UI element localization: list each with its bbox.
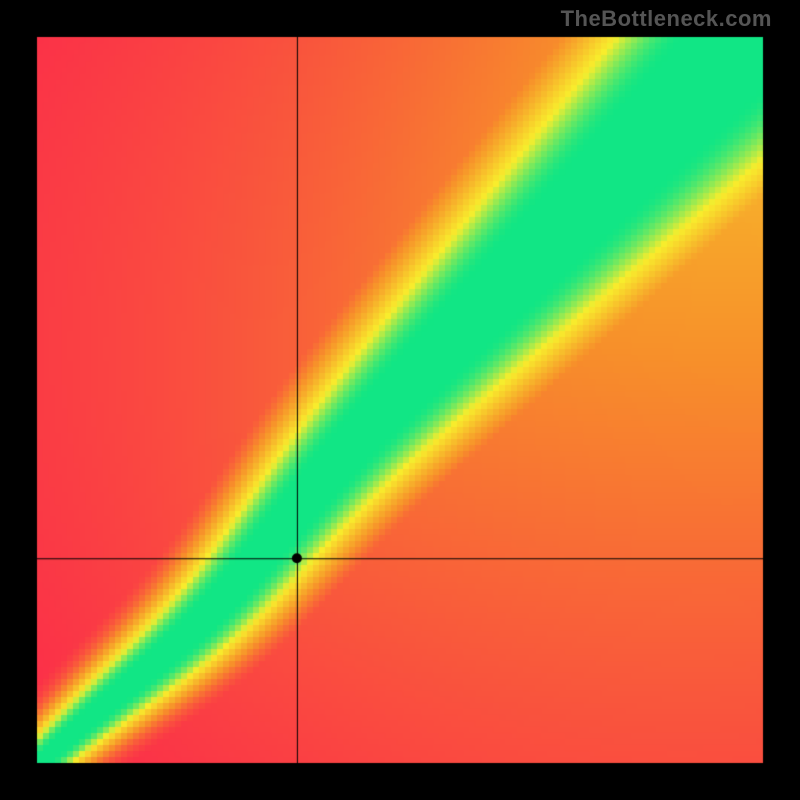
bottleneck-heatmap <box>0 0 800 800</box>
watermark-text: TheBottleneck.com <box>561 6 772 32</box>
chart-container: TheBottleneck.com <box>0 0 800 800</box>
